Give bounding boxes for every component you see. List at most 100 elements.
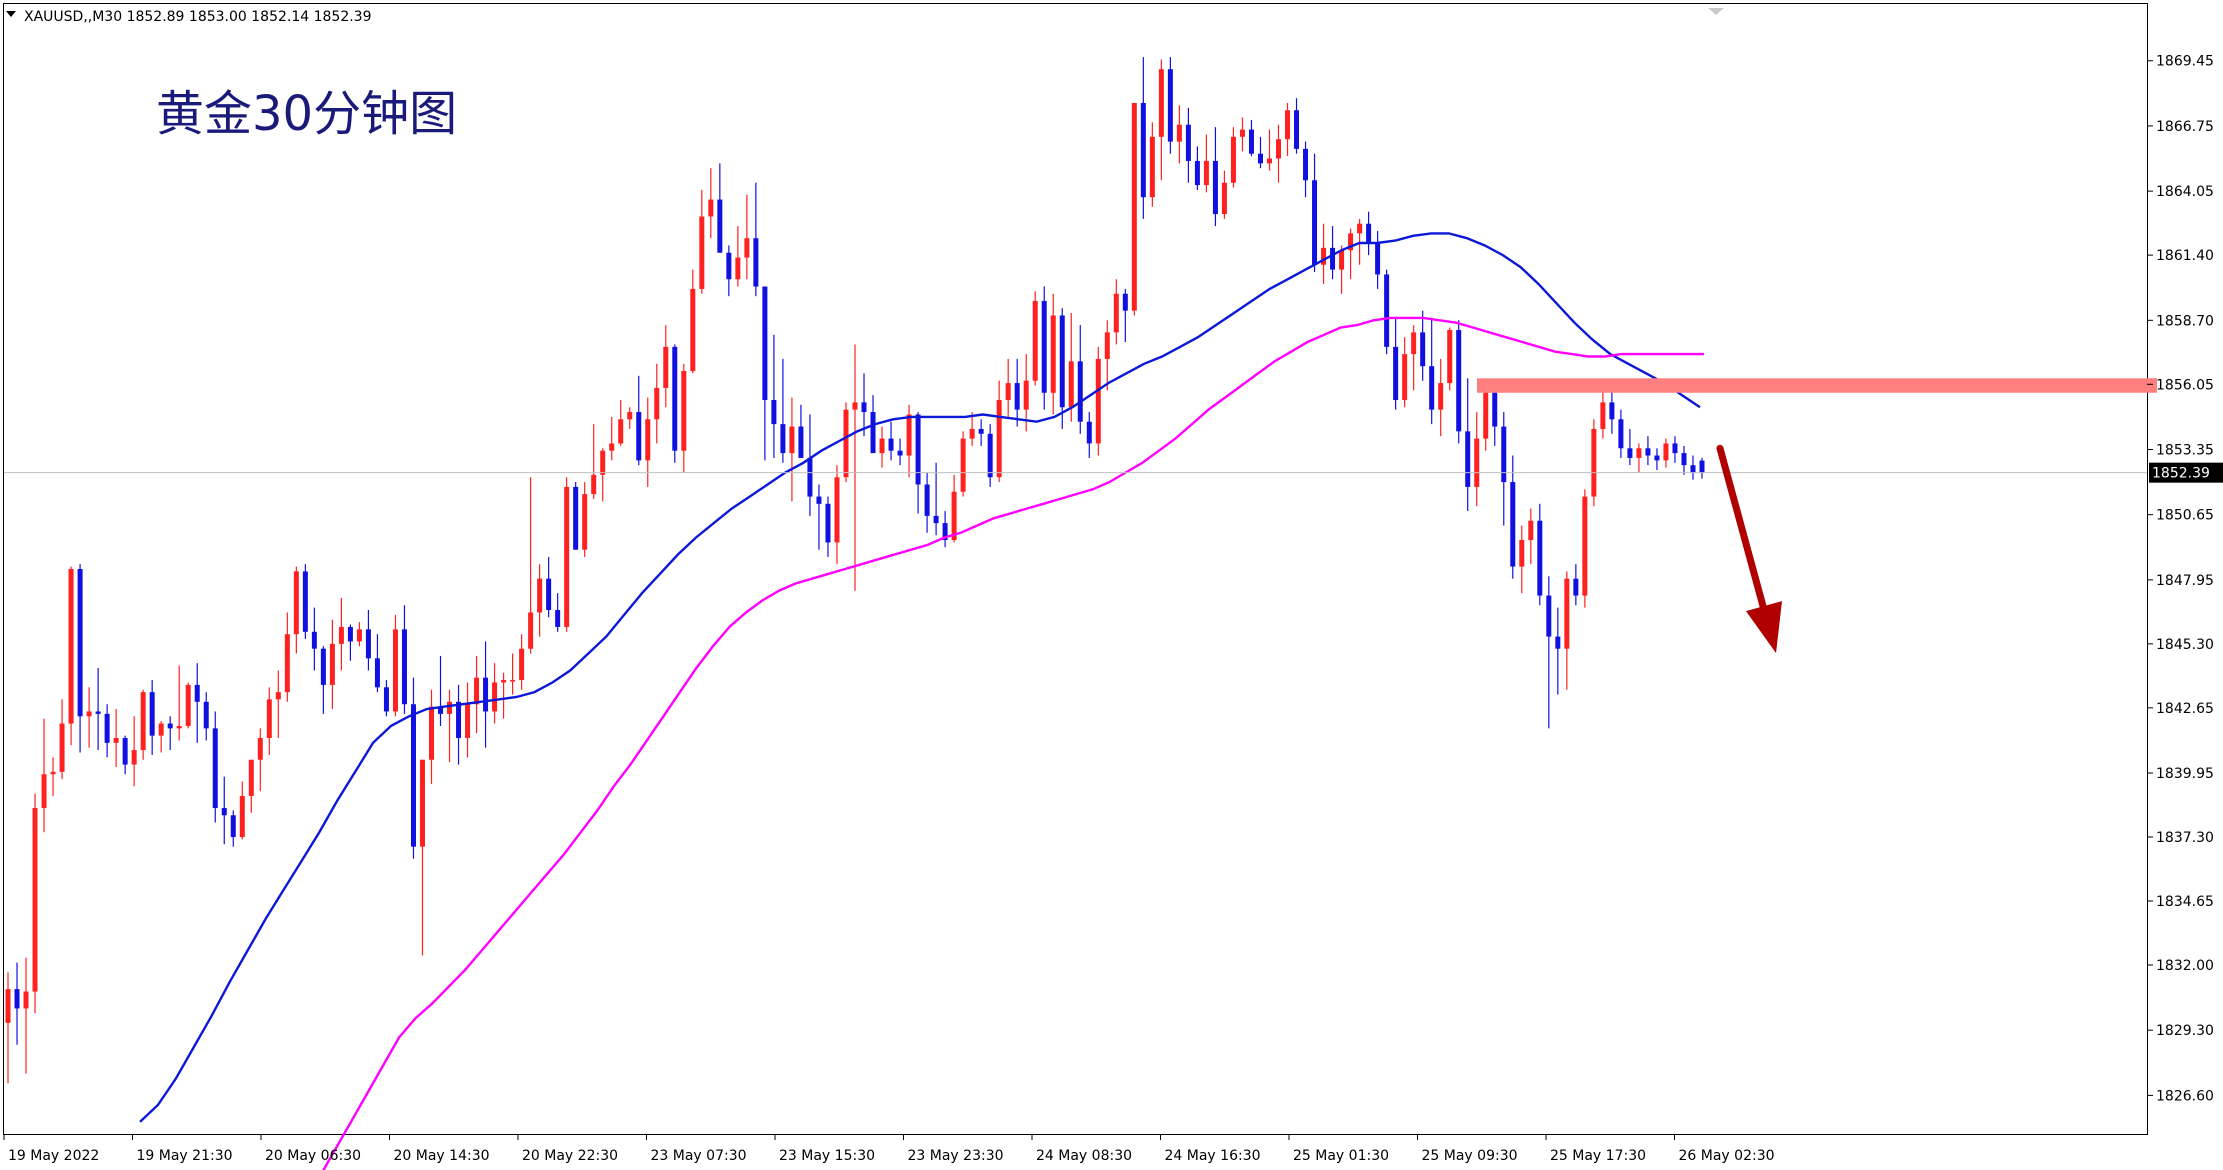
y-tick-label: 1850.65 xyxy=(2156,508,2214,524)
candle-body xyxy=(329,643,335,685)
candle-body xyxy=(1221,182,1227,215)
candle-body xyxy=(1239,129,1245,137)
candle-body xyxy=(410,704,416,847)
candle-body xyxy=(1149,136,1155,198)
candle-body xyxy=(663,346,669,388)
candle-body xyxy=(1266,158,1272,164)
candle-body xyxy=(474,677,480,705)
candle-body xyxy=(230,815,236,838)
candle-body xyxy=(996,399,1002,478)
candle-body xyxy=(1077,361,1083,422)
candle-body xyxy=(1140,102,1146,198)
candle-body xyxy=(816,496,822,504)
candle-body xyxy=(1528,520,1534,541)
candle-body xyxy=(915,414,921,485)
candle-body xyxy=(194,684,200,702)
candle-body xyxy=(591,474,597,495)
candle-body xyxy=(239,795,245,838)
candle-body xyxy=(834,477,840,543)
candle-body xyxy=(843,409,849,478)
y-tick-label: 1869.45 xyxy=(2156,54,2214,70)
candle-body xyxy=(302,571,308,632)
y-tick-label: 1845.30 xyxy=(2156,637,2214,653)
candle-body xyxy=(1501,426,1507,483)
candle-body xyxy=(492,682,498,712)
candle-body xyxy=(1203,160,1209,186)
candle-body xyxy=(1050,315,1056,393)
candle-body xyxy=(374,658,380,688)
y-tick-label: 1842.65 xyxy=(2156,701,2214,717)
ma-layer xyxy=(139,232,1704,1170)
candle-body xyxy=(1573,578,1579,596)
y-tick-label: 1861.40 xyxy=(2156,248,2214,264)
x-tick-label: 20 May 14:30 xyxy=(394,1148,490,1164)
candle-body xyxy=(1375,243,1381,275)
candle-body xyxy=(23,991,29,1009)
candle-body xyxy=(609,443,615,451)
candle-body xyxy=(600,450,606,475)
symbol-dropdown-icon[interactable] xyxy=(6,11,16,17)
candle-body xyxy=(708,199,714,217)
candle-body xyxy=(771,399,777,425)
x-axis: 19 May 2022 19 May 21:30 20 May 06:30 20 Ma… xyxy=(3,1134,1775,1164)
candle-body xyxy=(1492,392,1498,427)
y-tick-label: 1858.70 xyxy=(2156,313,2214,329)
candle-body xyxy=(1113,293,1119,333)
candle-body xyxy=(68,569,74,724)
candle-body xyxy=(176,725,182,729)
candle-body xyxy=(753,238,759,287)
candle-body xyxy=(1456,329,1462,432)
candle-body xyxy=(555,610,561,627)
candle-body xyxy=(897,450,903,456)
candle-body xyxy=(95,711,101,714)
candle-body xyxy=(1095,358,1101,444)
candle-body xyxy=(681,371,687,451)
candle-body xyxy=(1158,69,1164,137)
x-tick-label: 26 May 02:30 xyxy=(1679,1148,1775,1164)
candle-body xyxy=(140,692,146,751)
candle-body xyxy=(1023,380,1029,410)
x-tick-label: 24 May 08:30 xyxy=(1036,1148,1132,1164)
candle-body xyxy=(284,634,290,693)
candle-body xyxy=(221,808,227,816)
candle-body xyxy=(41,774,47,809)
candle-body xyxy=(1546,595,1552,637)
candle-body xyxy=(1212,160,1218,215)
candle-body xyxy=(383,687,389,712)
x-tick-label: 24 May 16:30 xyxy=(1165,1148,1261,1164)
candle-body xyxy=(1555,636,1561,649)
candle-body xyxy=(149,692,155,736)
candle-body xyxy=(1230,136,1236,183)
chart-title: 黄金30分钟图 xyxy=(156,86,457,142)
candle-body xyxy=(870,412,876,454)
candle-body xyxy=(401,629,407,705)
x-tick-label: 19 May 2022 xyxy=(8,1148,99,1164)
candle-body xyxy=(969,428,975,439)
candle-body xyxy=(1519,540,1525,567)
candle-body xyxy=(185,684,191,726)
candle-body xyxy=(1384,274,1390,347)
candle-body xyxy=(1005,383,1011,400)
x-tick-label: 19 May 21:30 xyxy=(137,1148,233,1164)
ma-fast-line xyxy=(139,232,1701,1123)
y-tick-label: 1839.95 xyxy=(2156,766,2214,782)
y-tick-label: 1832.00 xyxy=(2156,958,2214,974)
candle-body xyxy=(1600,402,1606,429)
candle-body xyxy=(5,989,11,1023)
candle-body xyxy=(951,491,957,541)
current-price-value: 1852.39 xyxy=(2152,466,2210,482)
candle-body xyxy=(320,648,326,685)
one-click-panel-toggle-icon[interactable] xyxy=(1708,8,1724,15)
y-tick-label: 1826.60 xyxy=(2156,1088,2214,1104)
candle-body xyxy=(618,419,624,444)
candle-body xyxy=(825,503,831,543)
x-tick-label: 23 May 23:30 xyxy=(908,1148,1004,1164)
candle-body xyxy=(1465,431,1471,487)
candle-body xyxy=(717,199,723,253)
candle-body xyxy=(573,486,579,550)
candle-body xyxy=(32,808,38,992)
candle-body xyxy=(59,723,65,772)
candle-body xyxy=(1194,160,1200,186)
candle-body xyxy=(1312,180,1318,265)
